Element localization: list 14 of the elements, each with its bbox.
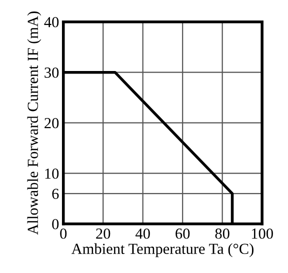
x-tick-label: 20 (96, 228, 110, 239)
y-tick-label: 10 (45, 168, 59, 179)
y-tick-label: 20 (44, 118, 59, 128)
y-tick-label: 6 (52, 188, 59, 200)
y-axis-title: Allowable Forward Current IF (mA) (27, 12, 42, 235)
y-tick-label: 40 (44, 16, 59, 28)
x-tick-label: 40 (136, 228, 150, 239)
x-tick-label: 0 (60, 228, 67, 239)
x-tick-label: 100 (252, 228, 273, 239)
y-tick-label: 0 (52, 219, 59, 230)
y-tick-label: 30 (44, 67, 59, 78)
x-axis-title: Ambient Temperature Ta (°C) (71, 243, 254, 258)
x-tick-label: 60 (176, 228, 190, 239)
x-tick-label: 80 (215, 228, 230, 239)
